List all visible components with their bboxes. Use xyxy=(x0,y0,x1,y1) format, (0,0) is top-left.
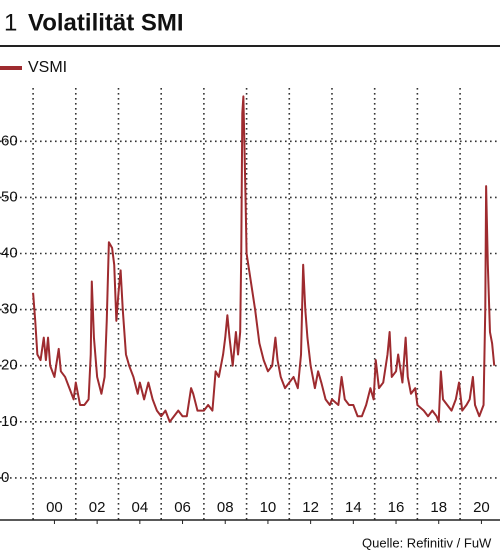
x-tick-label: 10 xyxy=(260,499,277,516)
y-tick-label: 60 xyxy=(1,132,18,149)
x-tick-label: 16 xyxy=(388,499,405,516)
x-tick-label: 06 xyxy=(174,499,191,516)
series-line xyxy=(32,95,496,423)
y-tick-label: 0 xyxy=(1,469,9,486)
y-tick-label: 30 xyxy=(1,301,18,318)
y-tick-label: 20 xyxy=(1,357,18,374)
chart-number: 1 xyxy=(4,9,17,36)
x-tick-label: 18 xyxy=(430,499,447,516)
title-rule xyxy=(0,45,500,47)
y-tick-label: 40 xyxy=(1,244,18,261)
x-tick-label: 08 xyxy=(217,499,234,516)
chart-title: Volatilität SMI xyxy=(28,9,184,36)
x-tick-label: 14 xyxy=(345,499,362,516)
y-tick-label: 50 xyxy=(1,188,18,205)
legend-label: VSMI xyxy=(28,59,67,76)
y-tick-label: 10 xyxy=(1,413,18,430)
x-tick-label: 12 xyxy=(302,499,319,516)
x-tick-label: 02 xyxy=(89,499,106,516)
x-tick-label: 20 xyxy=(473,499,490,516)
x-tick-label: 00 xyxy=(46,499,63,516)
x-tick-label: 04 xyxy=(131,499,148,516)
source: Quelle: Refinitiv / FuW xyxy=(362,535,492,550)
